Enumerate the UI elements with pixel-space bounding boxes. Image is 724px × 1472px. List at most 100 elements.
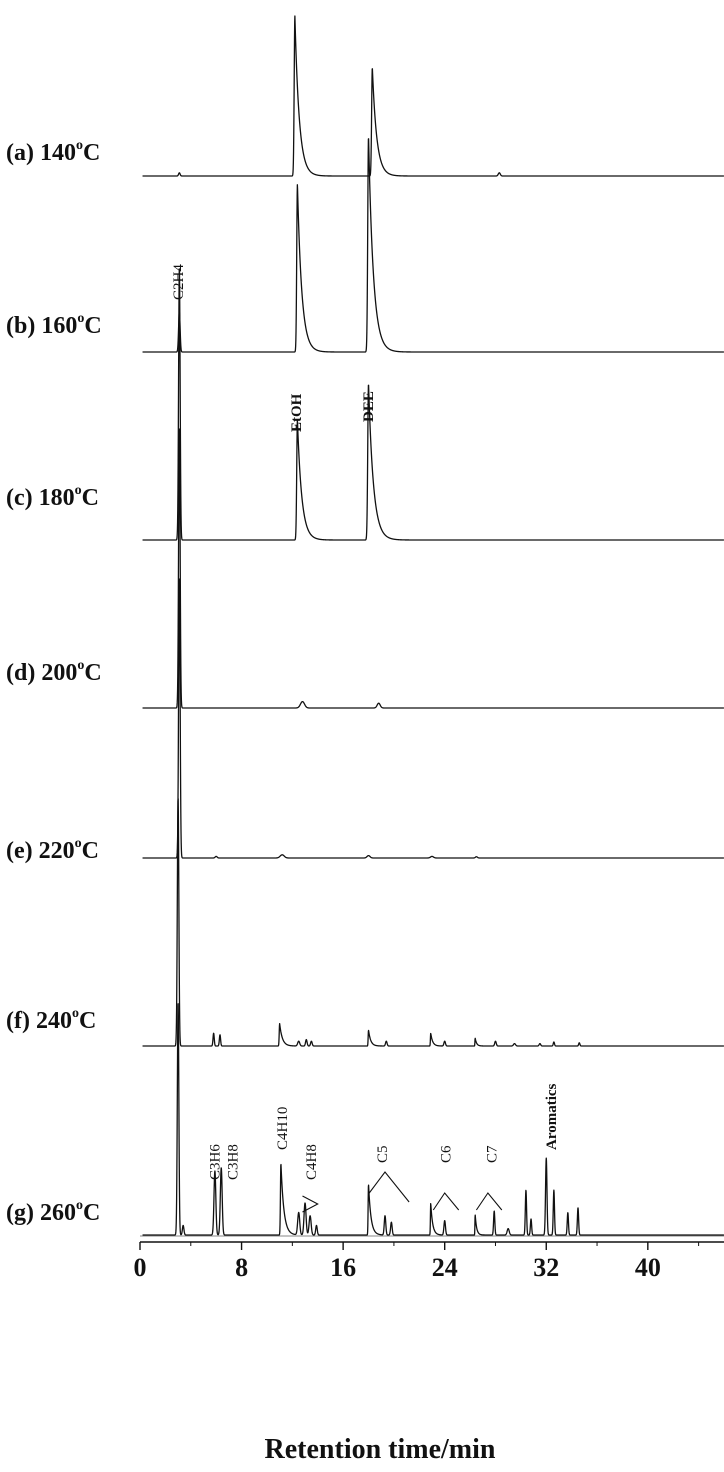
annotation-pointer-1 bbox=[368, 1171, 410, 1203]
peak-6-9 bbox=[368, 1183, 369, 1184]
peak-4-5 bbox=[476, 856, 477, 857]
peak-6-21 bbox=[567, 1212, 568, 1213]
peak-5-12 bbox=[495, 1041, 496, 1042]
peak-2-0 bbox=[179, 267, 180, 268]
trace-4 bbox=[142, 578, 724, 859]
panel-label-4: (e) 220oC bbox=[6, 836, 99, 864]
peak-5-11 bbox=[475, 1037, 476, 1038]
trace-5 bbox=[142, 798, 724, 1047]
x-tick-label-3: 24 bbox=[432, 1253, 458, 1282]
peak-4-0 bbox=[179, 577, 180, 578]
annotation-pointer-2 bbox=[432, 1192, 460, 1211]
peak-6-22 bbox=[577, 1207, 578, 1208]
annotation-6-0: C3H6 bbox=[208, 1144, 224, 1180]
peak-6-4 bbox=[280, 1162, 281, 1163]
panel-2: (c) 180oC EtOH DEE bbox=[6, 267, 724, 541]
x-axis-label: Retention time/min bbox=[265, 1434, 496, 1465]
peak-6-17 bbox=[525, 1190, 526, 1191]
annotation-6-3: C4H8 bbox=[304, 1144, 320, 1180]
peak-4-2 bbox=[282, 854, 283, 855]
panel-6: (g) 260oC C3H6 C3H8 C4H10 C4H8 C5 C6 C7 Aromatic… bbox=[6, 1002, 724, 1236]
peak-1-2 bbox=[368, 135, 369, 136]
degree-symbol: o bbox=[76, 1198, 83, 1213]
annotation-6-4: C5 bbox=[375, 1145, 391, 1163]
peak-5-4 bbox=[298, 1041, 299, 1042]
peak-1-1 bbox=[297, 183, 298, 184]
trace-6 bbox=[142, 1003, 724, 1236]
peak-6-15 bbox=[494, 1210, 495, 1211]
peak-5-9 bbox=[430, 1033, 431, 1034]
peak-6-6 bbox=[304, 1202, 305, 1203]
annotation-6-5: C6 bbox=[439, 1145, 455, 1163]
peak-6-13 bbox=[444, 1220, 445, 1221]
x-tick-label-2: 16 bbox=[330, 1253, 356, 1282]
peak-5-15 bbox=[553, 1041, 554, 1042]
peak-5-14 bbox=[539, 1043, 540, 1044]
peak-0-2 bbox=[372, 67, 373, 68]
annotation-6-2: C4H10 bbox=[275, 1107, 291, 1150]
trace-1 bbox=[142, 138, 724, 353]
degree-symbol: o bbox=[75, 836, 82, 851]
peak-6-20 bbox=[553, 1190, 554, 1191]
peak-5-10 bbox=[444, 1041, 445, 1042]
peak-6-11 bbox=[391, 1222, 392, 1223]
annotation-6-7: Aromatics bbox=[544, 1083, 560, 1150]
degree-symbol: o bbox=[77, 311, 84, 326]
panel-3: (d) 200oC bbox=[6, 427, 724, 709]
peak-6-14 bbox=[475, 1214, 476, 1215]
trace-3 bbox=[142, 428, 724, 709]
peak-6-7 bbox=[310, 1215, 311, 1216]
peak-0-0 bbox=[179, 172, 180, 173]
peak-5-6 bbox=[311, 1041, 312, 1042]
peak-3-2 bbox=[378, 703, 379, 704]
annotation-pointer-0 bbox=[302, 1195, 319, 1213]
peak-3-0 bbox=[179, 427, 180, 428]
peak-5-5 bbox=[306, 1039, 307, 1040]
degree-symbol: o bbox=[72, 1006, 79, 1021]
x-axis: 0 8 16 24 32 40 bbox=[134, 1235, 724, 1282]
degree-symbol: o bbox=[75, 483, 82, 498]
trace-2 bbox=[142, 268, 724, 541]
panel-label-2: (c) 180oC bbox=[6, 483, 99, 511]
x-tick-label-5: 40 bbox=[635, 1253, 661, 1282]
panel-label-3: (d) 200oC bbox=[6, 658, 102, 686]
peak-2-2 bbox=[368, 383, 369, 384]
peak-6-10 bbox=[384, 1215, 385, 1216]
peak-4-3 bbox=[368, 855, 369, 856]
peak-6-19 bbox=[546, 1158, 547, 1159]
panel-label-5: (f) 240oC bbox=[6, 1006, 96, 1034]
peak-6-8 bbox=[316, 1225, 317, 1226]
panel-4: (e) 220oC bbox=[6, 577, 724, 864]
x-tick-label-1: 8 bbox=[235, 1253, 248, 1282]
x-tick-label-4: 32 bbox=[533, 1253, 559, 1282]
peak-6-16 bbox=[508, 1228, 509, 1229]
x-tick-label-0: 0 bbox=[134, 1253, 147, 1282]
peak-3-1 bbox=[302, 701, 303, 702]
peak-5-8 bbox=[386, 1041, 387, 1042]
peak-6-0 bbox=[177, 1002, 178, 1003]
peak-5-13 bbox=[514, 1043, 515, 1044]
peak-6-1 bbox=[183, 1225, 184, 1226]
annotation-6-6: C7 bbox=[484, 1145, 500, 1163]
panel-0: (a) 140oC bbox=[6, 15, 724, 177]
degree-symbol: o bbox=[76, 138, 83, 153]
peak-5-16 bbox=[579, 1042, 580, 1043]
peak-0-1 bbox=[294, 15, 295, 16]
peak-0-3 bbox=[499, 172, 500, 173]
annotation-2-1: DEE bbox=[361, 391, 377, 422]
peak-4-1 bbox=[216, 856, 217, 857]
panel-label-0: (a) 140oC bbox=[6, 138, 100, 166]
annotation-6-1: C3H8 bbox=[225, 1144, 241, 1180]
peak-6-12 bbox=[430, 1202, 431, 1203]
peak-5-3 bbox=[279, 1023, 280, 1024]
trace-0 bbox=[142, 15, 724, 177]
panel-label-1: (b) 160oC bbox=[6, 311, 102, 339]
peak-4-4 bbox=[431, 856, 432, 857]
peak-5-0 bbox=[177, 797, 178, 798]
annotation-pointer-3 bbox=[475, 1192, 503, 1211]
peak-5-7 bbox=[368, 1029, 369, 1030]
peak-6-5 bbox=[298, 1212, 299, 1213]
